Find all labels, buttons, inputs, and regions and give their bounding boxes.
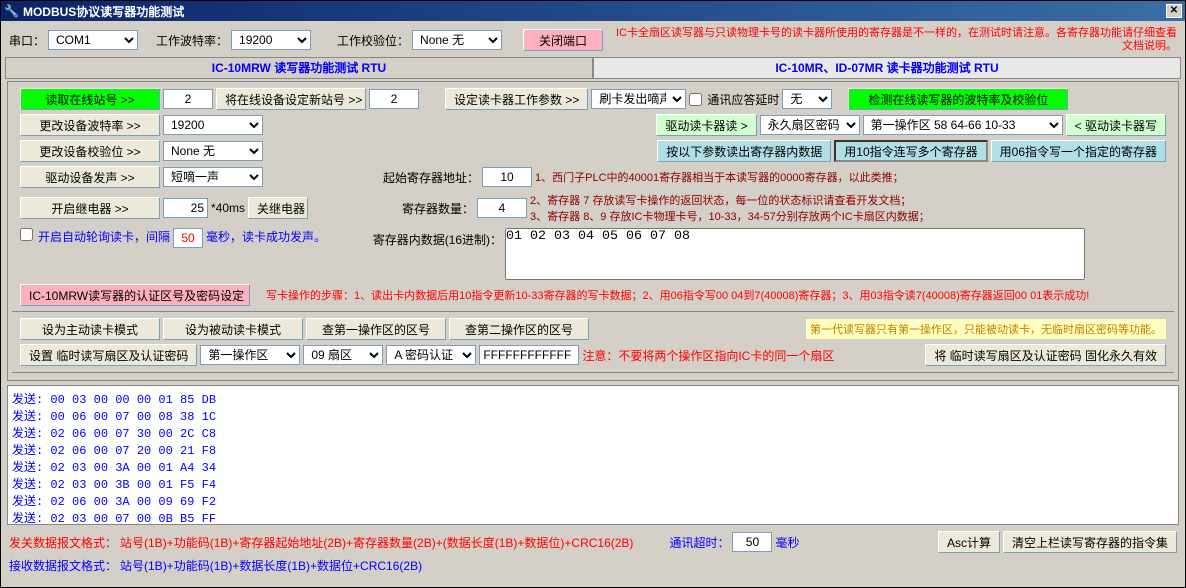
- main-window: 🔧 MODBUS协议读写器功能测试 ✕ 串口： COM1 工作波特率： 1920…: [0, 0, 1186, 588]
- note2: 2、寄存器 7 存放读写卡操作的返回状态，每一位的状态标识请查看开发文档；: [530, 192, 930, 208]
- set-params-button[interactable]: 设定读卡器工作参数 >>: [445, 88, 588, 110]
- timeout-label: 通讯超时：: [669, 534, 729, 551]
- timeout-input[interactable]: [732, 532, 772, 552]
- delay-select[interactable]: 无: [782, 89, 832, 109]
- set-station-button[interactable]: 将在线设备设定新站号 >>: [216, 88, 366, 110]
- pwd-input[interactable]: [479, 345, 579, 365]
- baud-change-select[interactable]: 19200: [163, 115, 263, 135]
- parity-select[interactable]: None 无: [412, 30, 502, 50]
- port-select[interactable]: COM1: [48, 30, 138, 50]
- gear-icon: 🔧: [4, 4, 19, 18]
- new-station-input[interactable]: [369, 89, 419, 109]
- sector-select[interactable]: 09 扇区: [303, 345, 383, 365]
- asc-calc-button[interactable]: Asc计算: [938, 531, 1000, 553]
- reg-count-input[interactable]: [477, 198, 527, 218]
- start-addr-input[interactable]: [482, 167, 532, 187]
- parity-label: 工作校验位：: [337, 32, 409, 49]
- station-input[interactable]: [163, 89, 213, 109]
- op-sel-select[interactable]: 第一操作区: [200, 345, 300, 365]
- port-label: 串口：: [9, 32, 45, 49]
- reg-count-label: 寄存器数量：: [364, 200, 474, 217]
- change-baud-button[interactable]: 更改设备波特率 >>: [20, 114, 160, 136]
- auto-poll-check[interactable]: [20, 228, 33, 241]
- area2-button[interactable]: 查第二操作区的区号: [449, 318, 589, 340]
- detect-baud-button[interactable]: 检测在线读写器的波特率及校验位: [848, 88, 1068, 110]
- warning2: 注意：不要将两个操作区指向IC卡的同一个扇区: [582, 347, 834, 364]
- note3: 3、寄存器 8、9 存放IC卡物理卡号，10-33，34-57分别存放两个IC卡…: [530, 208, 930, 224]
- parity-change-select[interactable]: None 无: [163, 141, 263, 161]
- tab-rw-test[interactable]: IC-10MRW 读写器功能测试 RTU: [5, 57, 593, 79]
- drive-read-button[interactable]: 驱动读卡器读 >: [656, 114, 756, 136]
- perm-pwd-select[interactable]: 永久扇区密码: [760, 115, 860, 135]
- pwd-type-select[interactable]: A 密码认证: [386, 345, 476, 365]
- clear-log-button[interactable]: 清空上栏读写寄存器的指令集: [1003, 531, 1177, 553]
- warning-text: IC卡全扇区读写器与只读物理卡号的读卡器所使用的寄存器是不一样的，在测试时请注意…: [606, 27, 1177, 53]
- poll-unit-label: 毫秒，读卡成功发声。: [206, 228, 326, 245]
- recv-fmt-label: 接收数据报文格式：: [9, 557, 117, 574]
- set-temp-button[interactable]: 设置 临时读写扇区及认证密码: [20, 344, 197, 366]
- passive-mode-button[interactable]: 设为被动读卡模式: [163, 318, 303, 340]
- start-addr-label: 起始寄存器地址：: [369, 169, 479, 186]
- window-title: MODBUS协议读写器功能测试: [23, 3, 1166, 20]
- change-parity-button[interactable]: 更改设备校验位 >>: [20, 140, 160, 162]
- titlebar: 🔧 MODBUS协议读写器功能测试 ✕: [1, 1, 1185, 21]
- send-fmt-label: 发关数据报文格式：: [9, 534, 117, 551]
- log-area[interactable]: 发送: 00 03 00 00 00 01 85 DB发送: 00 06 00 …: [7, 385, 1179, 525]
- auth-setting-button[interactable]: IC-10MRW读写器的认证区号及密码设定: [20, 284, 250, 306]
- read-station-button[interactable]: 读取在线站号 >>: [20, 88, 160, 110]
- relay-on-button[interactable]: 开启继电器 >>: [20, 197, 160, 219]
- gen1-note: 第一代读写器只有第一操作区，只能被动读卡，无临时扇区密码等功能。: [806, 319, 1166, 339]
- area1-button[interactable]: 查第一操作区的区号: [306, 318, 446, 340]
- op-area-select[interactable]: 第一操作区 58 64-66 10-33: [863, 115, 1063, 135]
- relay-time-input[interactable]: [163, 198, 208, 218]
- write-10-button[interactable]: 用10指令连写多个寄存器: [834, 140, 987, 162]
- close-icon[interactable]: ✕: [1166, 4, 1182, 18]
- active-mode-button[interactable]: 设为主动读卡模式: [20, 318, 160, 340]
- write-06-button[interactable]: 用06指令写一个指定的寄存器: [991, 140, 1166, 162]
- close-port-button[interactable]: 关闭端口: [523, 29, 603, 51]
- timeout-unit: 毫秒: [775, 534, 799, 551]
- poll-interval-input[interactable]: [173, 228, 203, 248]
- write-steps: 写卡操作的步骤：1、读出卡内数据后用10指令更新10-33寄存器的写卡数据；2、…: [266, 287, 1089, 303]
- relay-off-button[interactable]: 关继电器: [248, 197, 308, 219]
- solidify-button[interactable]: 将 临时读写扇区及认证密码 固化永久有效: [925, 344, 1166, 366]
- drive-write-button[interactable]: < 驱动读卡器写: [1066, 114, 1166, 136]
- send-fmt: 站号(1B)+功能码(1B)+寄存器起始地址(2B)+寄存器数量(2B)+(数据…: [120, 534, 633, 551]
- beep-select[interactable]: 刷卡发出嘀声: [591, 89, 686, 109]
- comm-delay-check[interactable]: [689, 93, 702, 106]
- relay-unit-label: *40ms: [211, 201, 245, 215]
- tab-reader-test[interactable]: IC-10MR、ID-07MR 读卡器功能测试 RTU: [593, 57, 1181, 79]
- note1: 1、西门子PLC中的40001寄存器相当于本读写器的0000寄存器，以此类推；: [535, 169, 904, 185]
- auto-poll-label: 开启自动轮询读卡，间隔: [38, 228, 170, 245]
- comm-delay-label: 通讯应答延时: [707, 91, 779, 108]
- hex-data-input[interactable]: 01 02 03 04 05 06 07 08: [505, 228, 1085, 280]
- baud-label: 工作波特率：: [156, 32, 228, 49]
- beep-type-select[interactable]: 短嘀一声: [163, 167, 263, 187]
- read-regs-button[interactable]: 按以下参数读出寄存器内数据: [657, 140, 831, 162]
- baud-select[interactable]: 19200: [231, 30, 311, 50]
- hex-label: 寄存器内数据(16进制)：: [362, 231, 502, 248]
- recv-fmt: 站号(1B)+功能码(1B)+数据长度(1B)+数据位+CRC16(2B): [120, 557, 422, 574]
- main-panel: 读取在线站号 >> 将在线设备设定新站号 >> 设定读卡器工作参数 >> 刷卡发…: [7, 81, 1179, 381]
- drive-beep-button[interactable]: 驱动设备发声 >>: [20, 166, 160, 188]
